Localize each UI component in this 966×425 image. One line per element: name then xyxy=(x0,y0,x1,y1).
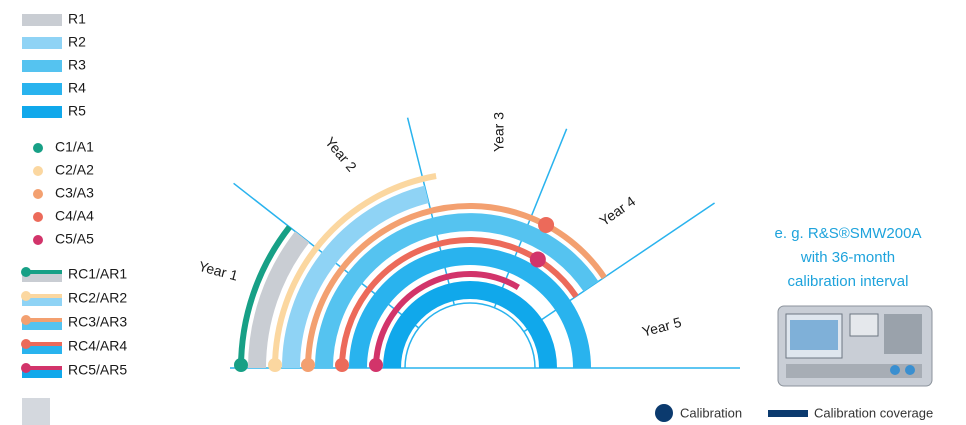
r-label: R5 xyxy=(68,103,86,119)
c-dot xyxy=(33,235,43,245)
diagram: Calibration Calibration coverage R1 R2 R3 R4… xyxy=(0,0,966,425)
calibration-dot xyxy=(538,217,554,233)
r-label: R4 xyxy=(68,80,86,96)
rc-label: RC4/AR4 xyxy=(68,338,127,354)
c-dot xyxy=(33,212,43,222)
note-line: with 36-month xyxy=(800,249,895,266)
note-line: calibration interval xyxy=(788,273,909,290)
calibration-dot xyxy=(268,358,282,372)
year-label: Year 3 xyxy=(491,112,507,152)
r-swatch xyxy=(22,106,62,118)
calibration-dot xyxy=(335,358,349,372)
calibration-icon xyxy=(655,404,673,422)
device xyxy=(778,306,932,386)
r-swatch xyxy=(22,37,62,49)
r-label: R2 xyxy=(68,34,86,50)
c-label: C4/A4 xyxy=(55,208,94,224)
r-swatch xyxy=(22,14,62,26)
rc-label: RC2/AR2 xyxy=(68,290,127,306)
corner-block xyxy=(22,398,50,425)
c-dot xyxy=(33,143,43,153)
bottom-legend-label: Calibration coverage xyxy=(814,405,933,420)
r-label: R1 xyxy=(68,11,86,27)
c-dot xyxy=(33,166,43,176)
c-label: C1/A1 xyxy=(55,139,94,155)
r-label: R3 xyxy=(68,57,86,73)
rc-label: RC5/AR5 xyxy=(68,362,127,378)
calibration-dot xyxy=(234,358,248,372)
rc-dot xyxy=(21,339,31,349)
c-label: C3/A3 xyxy=(55,185,94,201)
bottom-legend-label: Calibration xyxy=(680,405,742,420)
c-label: C5/A5 xyxy=(55,231,94,247)
r-swatch xyxy=(22,60,62,72)
rc-label: RC1/AR1 xyxy=(68,266,127,282)
c-label: C2/A2 xyxy=(55,162,94,178)
calibration-dot xyxy=(369,358,383,372)
calibration-dot xyxy=(301,358,315,372)
rc-dot xyxy=(21,315,31,325)
rc-dot xyxy=(21,291,31,301)
rc-dot xyxy=(21,363,31,373)
rc-label: RC3/AR3 xyxy=(68,314,127,330)
note-line: e. g. R&S®SMW200A xyxy=(775,225,922,242)
r-swatch xyxy=(22,83,62,95)
c-dot xyxy=(33,189,43,199)
rc-dot xyxy=(21,267,31,277)
coverage-icon xyxy=(768,410,808,417)
calibration-dot xyxy=(530,251,546,267)
